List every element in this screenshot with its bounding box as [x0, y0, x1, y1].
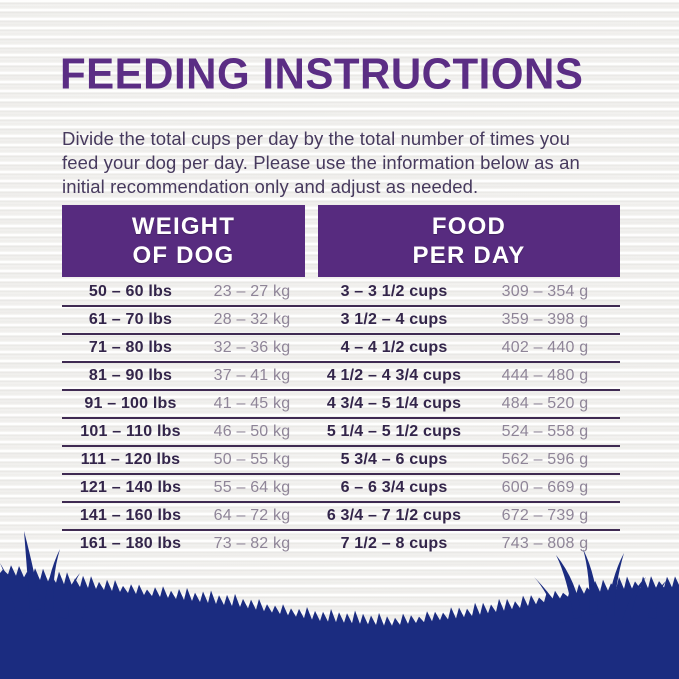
table-body: 50 – 60 lbs 23 – 27 kg 3 – 3 1/2 cups 30…	[62, 279, 620, 557]
weight-lbs-cell: 91 – 100 lbs	[84, 395, 177, 412]
food-grams-cell: 562 – 596 g	[501, 451, 589, 468]
weight-kg-cell: 73 – 82 kg	[213, 535, 291, 552]
weight-kg-cell: 23 – 27 kg	[213, 283, 291, 300]
grass-blade	[648, 581, 666, 619]
food-cups-cell: 4 3/4 – 5 1/4 cups	[326, 395, 462, 412]
weight-kg-cell: 55 – 64 kg	[213, 479, 291, 496]
grass-blade	[583, 549, 598, 615]
table-header-food-per-day: FOOD PER DAY	[318, 205, 620, 277]
table-row: 91 – 100 lbs 41 – 45 kg 4 3/4 – 5 1/4 cu…	[62, 391, 620, 419]
grass-blade	[534, 577, 568, 623]
weight-kg-cell: 50 – 55 kg	[213, 451, 291, 468]
food-grams-cell: 359 – 398 g	[501, 311, 589, 328]
food-cups-cell: 5 3/4 – 6 cups	[340, 451, 448, 468]
weight-kg-cell: 64 – 72 kg	[213, 507, 291, 524]
table-row: 111 – 120 lbs 50 – 55 kg 5 3/4 – 6 cups …	[62, 447, 620, 475]
grass-blade	[72, 589, 96, 623]
grass-blade	[622, 577, 646, 623]
weight-lbs-cell: 121 – 140 lbs	[79, 479, 182, 496]
grass-blade-cluster-left	[0, 531, 96, 623]
food-grams-cell: 600 – 669 g	[501, 479, 589, 496]
weight-kg-cell: 37 – 41 kg	[213, 367, 291, 384]
weight-lbs-cell: 101 – 110 lbs	[80, 423, 181, 440]
grass-blade-cluster-right	[534, 549, 679, 623]
food-grams-cell: 524 – 558 g	[501, 423, 589, 440]
food-cups-cell: 3 – 3 1/2 cups	[340, 283, 448, 300]
grass-blade	[606, 553, 624, 617]
table-row: 141 – 160 lbs 64 – 72 kg 6 3/4 – 7 1/2 c…	[62, 503, 620, 531]
weight-lbs-cell: 111 – 120 lbs	[80, 451, 181, 468]
grass-blade	[44, 549, 60, 613]
food-grams-cell: 309 – 354 g	[501, 283, 589, 300]
food-grams-cell: 672 – 739 g	[501, 507, 589, 524]
weight-lbs-cell: 141 – 160 lbs	[79, 507, 182, 524]
weight-kg-cell: 41 – 45 kg	[213, 395, 291, 412]
table-row: 50 – 60 lbs 23 – 27 kg 3 – 3 1/2 cups 30…	[62, 279, 620, 307]
table-row: 81 – 90 lbs 37 – 41 kg 4 1/2 – 4 3/4 cup…	[62, 363, 620, 391]
weight-lbs-cell: 50 – 60 lbs	[88, 283, 173, 300]
weight-kg-cell: 32 – 36 kg	[213, 339, 291, 356]
food-cups-cell: 4 – 4 1/2 cups	[340, 339, 448, 356]
grass-mound	[0, 565, 679, 679]
table-row: 101 – 110 lbs 46 – 50 kg 5 1/4 – 5 1/2 c…	[62, 419, 620, 447]
weight-lbs-cell: 161 – 180 lbs	[79, 535, 182, 552]
food-cups-cell: 3 1/2 – 4 cups	[340, 311, 448, 328]
table-header-row: WEIGHT OF DOG FOOD PER DAY	[62, 205, 620, 277]
grass-blade	[668, 593, 679, 621]
grass-silhouette	[0, 531, 679, 679]
grass-blade	[0, 563, 24, 615]
grass-blade	[556, 555, 582, 619]
weight-kg-cell: 46 – 50 kg	[213, 423, 291, 440]
weight-lbs-cell: 81 – 90 lbs	[88, 367, 173, 384]
feeding-table: WEIGHT OF DOG FOOD PER DAY 50 – 60 lbs 2…	[62, 205, 620, 557]
food-grams-cell: 444 – 480 g	[501, 367, 589, 384]
table-header-weight-of-dog: WEIGHT OF DOG	[62, 205, 305, 277]
food-cups-cell: 7 1/2 – 8 cups	[340, 535, 448, 552]
weight-kg-cell: 28 – 32 kg	[213, 311, 291, 328]
intro-text: Divide the total cups per day by the tot…	[62, 128, 580, 198]
weight-lbs-cell: 61 – 70 lbs	[88, 311, 173, 328]
table-row: 61 – 70 lbs 28 – 32 kg 3 1/2 – 4 cups 35…	[62, 307, 620, 335]
food-grams-cell: 484 – 520 g	[501, 395, 589, 412]
grass-blade	[24, 531, 41, 611]
food-cups-cell: 5 1/4 – 5 1/2 cups	[326, 423, 462, 440]
food-grams-cell: 402 – 440 g	[501, 339, 589, 356]
food-grams-cell: 743 – 808 g	[501, 535, 589, 552]
table-row: 121 – 140 lbs 55 – 64 kg 6 – 6 3/4 cups …	[62, 475, 620, 503]
table-row: 161 – 180 lbs 73 – 82 kg 7 1/2 – 8 cups …	[62, 531, 620, 557]
food-cups-cell: 6 3/4 – 7 1/2 cups	[326, 507, 462, 524]
weight-lbs-cell: 71 – 80 lbs	[88, 339, 173, 356]
food-cups-cell: 4 1/2 – 4 3/4 cups	[326, 367, 462, 384]
grass-blade	[58, 573, 80, 619]
table-row: 71 – 80 lbs 32 – 36 kg 4 – 4 1/2 cups 40…	[62, 335, 620, 363]
page-title: FEEDING INSTRUCTIONS	[60, 49, 584, 98]
food-cups-cell: 6 – 6 3/4 cups	[340, 479, 448, 496]
